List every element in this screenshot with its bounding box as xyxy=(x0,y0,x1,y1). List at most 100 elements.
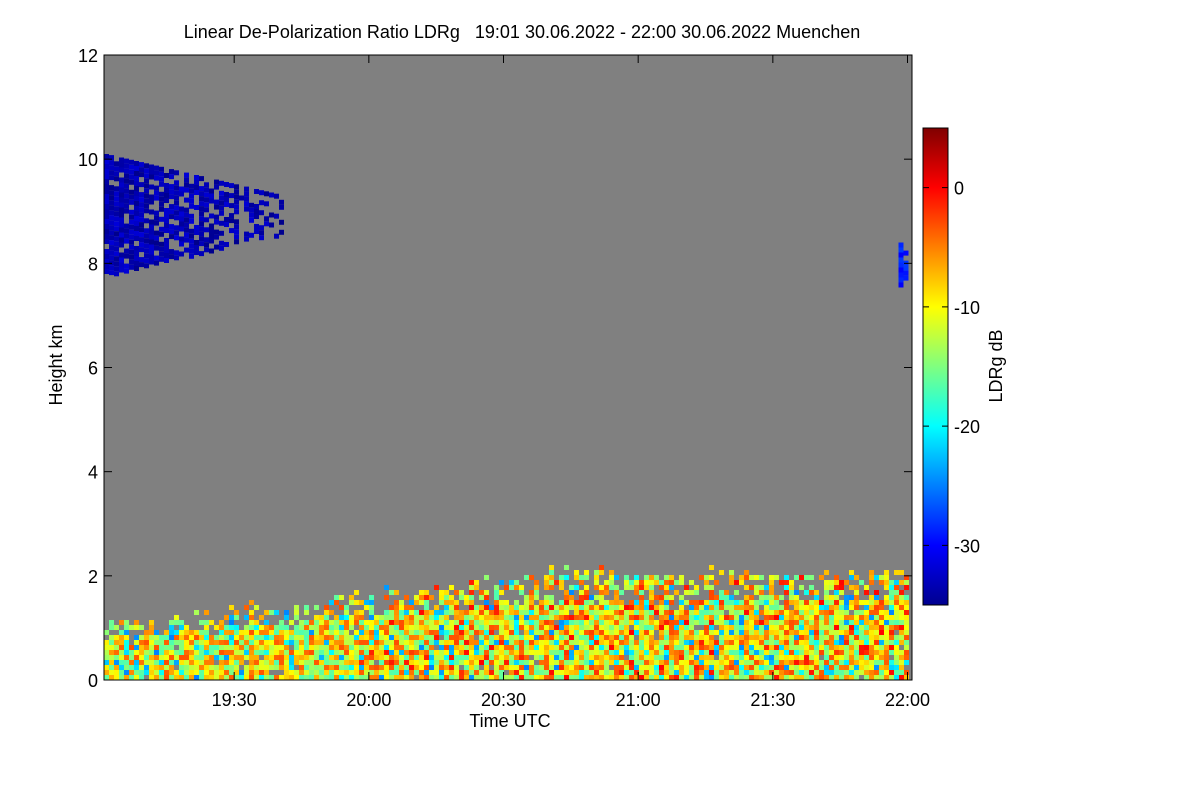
heatmap-cell xyxy=(809,605,814,610)
heatmap-cell xyxy=(874,650,879,655)
heatmap-cell xyxy=(144,665,149,670)
heatmap-cell xyxy=(894,595,899,600)
heatmap-cell xyxy=(214,234,219,240)
heatmap-cell xyxy=(239,640,244,645)
heatmap-cell xyxy=(399,660,404,665)
heatmap-cell xyxy=(129,174,134,180)
heatmap-cell xyxy=(564,635,569,640)
heatmap-cell xyxy=(599,650,604,655)
heatmap-cell xyxy=(124,675,129,680)
heatmap-cell xyxy=(229,665,234,670)
heatmap-cell xyxy=(879,655,884,660)
heatmap-cell xyxy=(239,195,244,201)
heatmap-cell xyxy=(494,590,499,595)
heatmap-cell xyxy=(399,635,404,640)
heatmap-cell xyxy=(519,620,524,625)
heatmap-cell xyxy=(294,675,299,680)
heatmap-cell xyxy=(724,670,729,675)
heatmap-cell xyxy=(154,195,159,201)
heatmap-cell xyxy=(234,625,239,630)
heatmap-cell xyxy=(544,605,549,610)
heatmap-cell xyxy=(314,625,319,630)
heatmap-cell xyxy=(464,610,469,615)
heatmap-cell xyxy=(199,241,204,247)
heatmap-cell xyxy=(139,640,144,645)
heatmap-cell xyxy=(744,605,749,610)
heatmap-cell xyxy=(759,660,764,665)
heatmap-cell xyxy=(209,670,214,675)
heatmap-cell xyxy=(549,615,554,620)
heatmap-cell xyxy=(574,620,579,625)
heatmap-cell xyxy=(134,166,139,171)
heatmap-cell xyxy=(829,665,834,670)
heatmap-cell xyxy=(839,605,844,610)
heatmap-cell xyxy=(124,625,129,630)
heatmap-cell xyxy=(419,665,424,670)
heatmap-cell xyxy=(149,640,154,645)
heatmap-cell xyxy=(194,675,199,680)
heatmap-cell xyxy=(424,620,429,625)
heatmap-cell xyxy=(544,670,549,675)
heatmap-cell xyxy=(219,665,224,670)
heatmap-cell xyxy=(469,590,474,595)
heatmap-cell xyxy=(239,645,244,650)
heatmap-cell xyxy=(864,640,869,645)
heatmap-cell xyxy=(734,625,739,630)
heatmap-cell xyxy=(719,665,724,670)
heatmap-cell xyxy=(684,670,689,675)
heatmap-cell xyxy=(179,186,184,192)
heatmap-cell xyxy=(189,193,194,199)
heatmap-cell xyxy=(764,610,769,615)
heatmap-cell xyxy=(774,635,779,640)
heatmap-cell xyxy=(879,645,884,650)
heatmap-cell xyxy=(714,670,719,675)
heatmap-cell xyxy=(299,640,304,645)
heatmap-cell xyxy=(124,670,129,675)
heatmap-cell xyxy=(784,650,789,655)
heatmap-cell xyxy=(509,580,514,585)
heatmap-cell xyxy=(734,665,739,670)
heatmap-cell xyxy=(854,605,859,610)
heatmap-cell xyxy=(594,620,599,625)
heatmap-cell xyxy=(449,610,454,615)
heatmap-cell xyxy=(459,670,464,675)
heatmap-cell xyxy=(414,600,419,605)
heatmap-cell xyxy=(839,635,844,640)
heatmap-cell xyxy=(584,620,589,625)
heatmap-cell xyxy=(194,665,199,670)
heatmap-cell xyxy=(134,251,139,256)
heatmap-cell xyxy=(359,655,364,660)
heatmap-cell xyxy=(139,665,144,670)
heatmap-cell xyxy=(144,635,149,640)
heatmap-cell xyxy=(594,580,599,585)
heatmap-cell xyxy=(154,655,159,660)
heatmap-cell xyxy=(209,213,214,219)
heatmap-cell xyxy=(169,174,174,180)
heatmap-cell xyxy=(699,635,704,640)
heatmap-cell xyxy=(554,670,559,675)
heatmap-cell xyxy=(739,655,744,660)
heatmap-cell xyxy=(719,625,724,630)
heatmap-cell xyxy=(184,625,189,630)
heatmap-cell xyxy=(524,670,529,675)
heatmap-cell xyxy=(479,635,484,640)
heatmap-cell xyxy=(654,675,659,680)
heatmap-cell xyxy=(864,655,869,660)
heatmap-cell xyxy=(109,665,114,670)
heatmap-cell xyxy=(249,212,254,218)
heatmap-cell xyxy=(894,600,899,605)
heatmap-cell xyxy=(469,650,474,655)
heatmap-cell xyxy=(314,635,319,640)
heatmap-cell xyxy=(639,590,644,595)
heatmap-cell xyxy=(554,645,559,650)
heatmap-cell xyxy=(119,207,124,213)
heatmap-cell xyxy=(414,625,419,630)
heatmap-cell xyxy=(149,660,154,665)
heatmap-cell xyxy=(499,620,504,625)
heatmap-cell xyxy=(734,660,739,665)
heatmap-cell xyxy=(269,635,274,640)
heatmap-cell xyxy=(814,675,819,680)
heatmap-cell xyxy=(359,625,364,630)
heatmap-cell xyxy=(324,660,329,665)
heatmap-cell xyxy=(499,605,504,610)
